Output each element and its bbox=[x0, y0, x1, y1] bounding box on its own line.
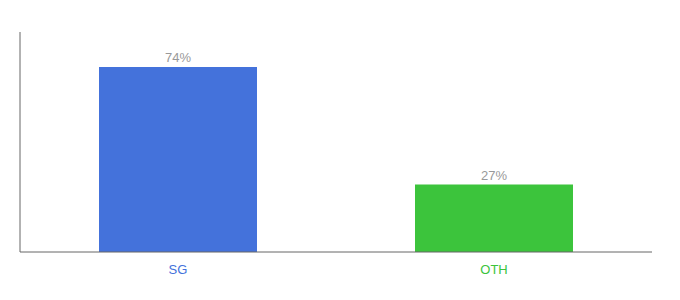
svg-text:27%: 27% bbox=[481, 168, 507, 183]
svg-text:OTH: OTH bbox=[480, 262, 507, 277]
svg-text:74%: 74% bbox=[165, 50, 191, 65]
svg-text:SG: SG bbox=[169, 262, 188, 277]
